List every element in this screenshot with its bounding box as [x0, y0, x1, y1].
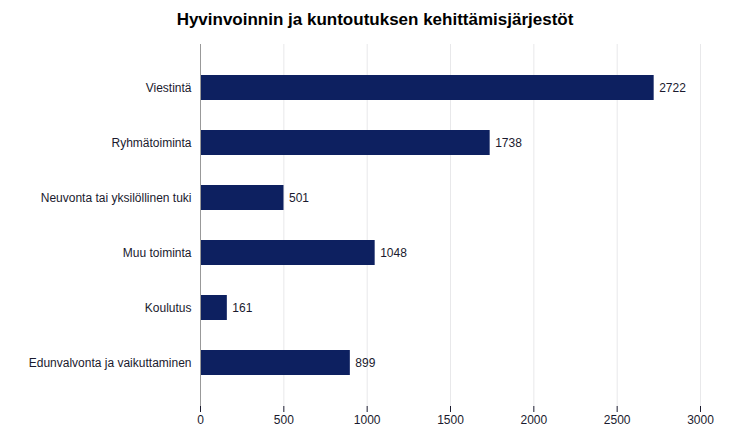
svg-text:2722: 2722 [659, 81, 686, 95]
svg-text:Ryhmätoiminta: Ryhmätoiminta [111, 136, 191, 150]
svg-text:1048: 1048 [380, 246, 407, 260]
svg-text:501: 501 [289, 191, 309, 205]
svg-text:500: 500 [274, 413, 294, 427]
svg-text:1500: 1500 [437, 413, 464, 427]
svg-text:2000: 2000 [520, 413, 547, 427]
svg-text:Viestintä: Viestintä [146, 81, 192, 95]
svg-text:0: 0 [197, 413, 204, 427]
svg-text:2500: 2500 [604, 413, 631, 427]
svg-text:Neuvonta tai yksilöllinen tuki: Neuvonta tai yksilöllinen tuki [41, 191, 192, 205]
svg-text:1000: 1000 [354, 413, 381, 427]
svg-text:161: 161 [232, 301, 252, 315]
svg-text:Koulutus: Koulutus [145, 301, 192, 315]
html-text:Hyvinvoinnin ja kuntoutuksen k: Hyvinvoinnin ja kuntoutuksen kehittämisj… [176, 10, 574, 29]
svg-text:3000: 3000 [687, 413, 714, 427]
svg-text:1738: 1738 [495, 136, 522, 150]
svg-text:Edunvalvonta ja vaikuttaminen: Edunvalvonta ja vaikuttaminen [29, 356, 192, 370]
svg-text:899: 899 [355, 356, 375, 370]
svg-text:Muu toiminta: Muu toiminta [123, 246, 192, 260]
